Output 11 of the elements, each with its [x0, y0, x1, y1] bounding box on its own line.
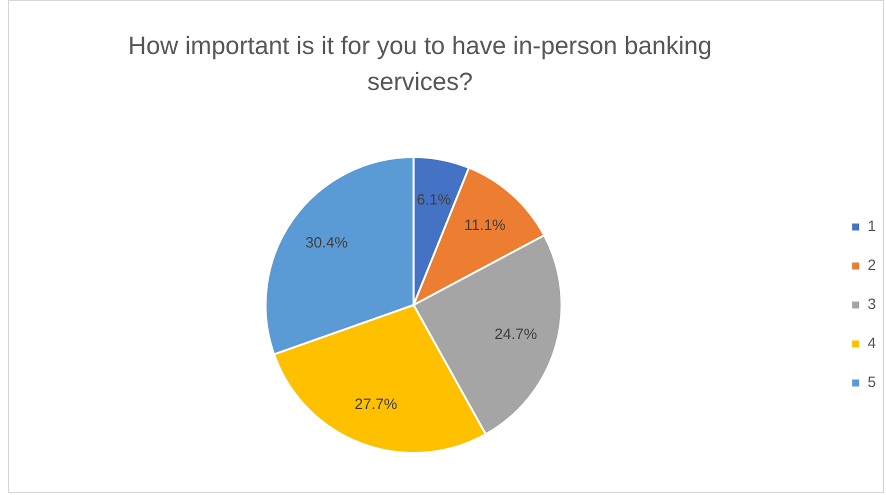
- legend-label: 4: [868, 335, 876, 352]
- chart-title: How important is it for you to have in-person banking services?: [127, 31, 713, 98]
- data-label: 24.7%: [494, 326, 538, 344]
- data-label: 27.7%: [354, 396, 398, 413]
- data-label: 11.1%: [464, 216, 506, 234]
- legend-label: 2: [868, 257, 876, 274]
- data-label: 30.4%: [305, 234, 348, 252]
- data-label: 6.1%: [416, 192, 451, 209]
- legend-label: 3: [868, 296, 876, 314]
- legend-label: 5: [868, 374, 876, 392]
- legend-label: 1: [868, 218, 876, 236]
